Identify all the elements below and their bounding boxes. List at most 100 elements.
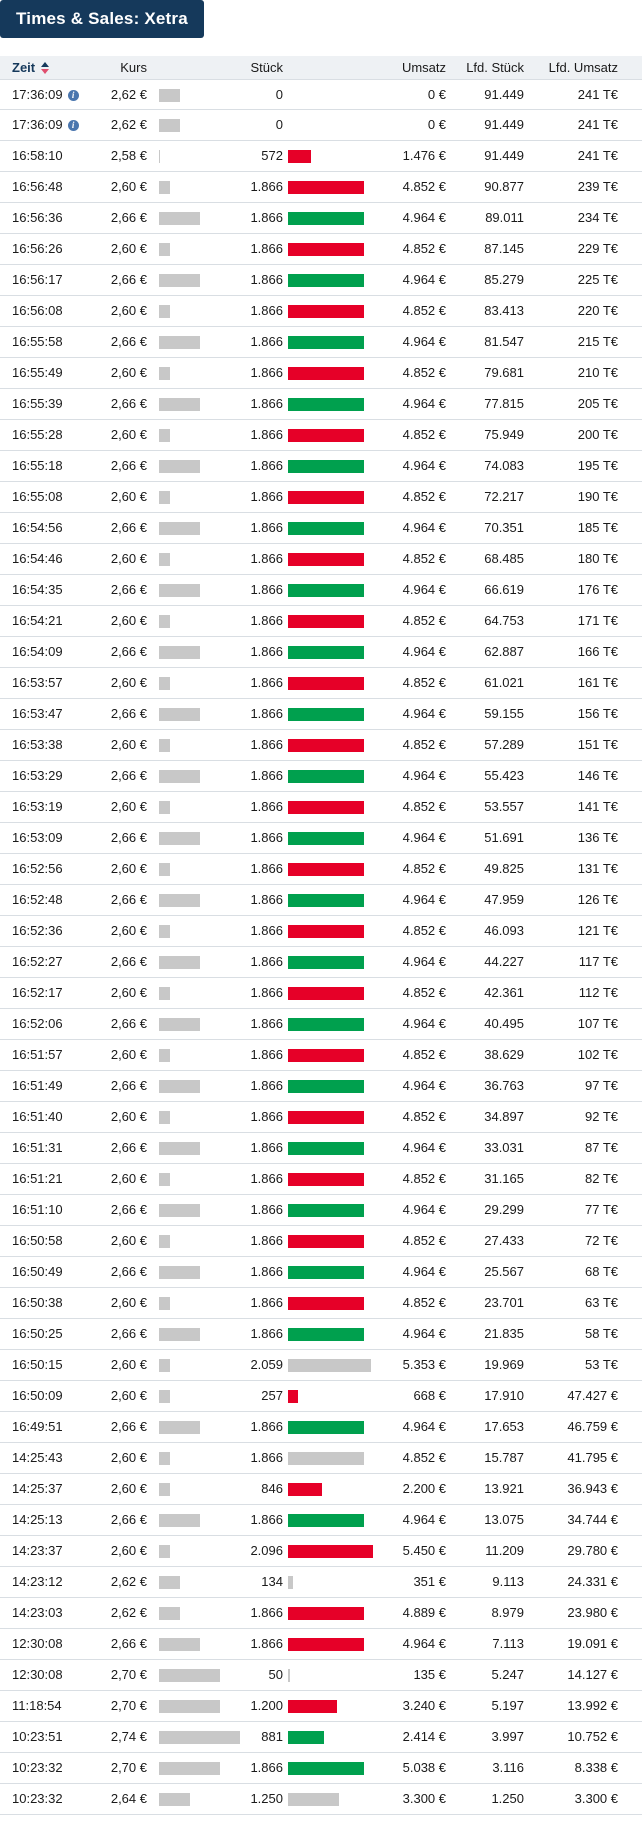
cumulative-value: 29.780 € [567,1543,618,1558]
trade-size: 1.866 [250,737,283,752]
trade-size: 1.866 [250,210,283,225]
kurs-range-bar [159,1638,200,1651]
kurs-range-bar [159,1235,170,1248]
trade-price: 2,60 € [110,489,147,504]
cumulative-value: 41.795 € [567,1450,618,1465]
trade-value: 4.852 € [402,365,446,380]
trade-size: 1.866 [250,675,283,690]
cumulative-size: 85.279 [484,272,524,287]
trade-value: 0 € [427,117,446,132]
cumulative-size: 49.825 [484,861,524,876]
cumulative-size: 7.113 [492,1636,524,1651]
cumulative-size: 42.361 [484,985,524,1000]
trade-size: 1.866 [250,272,283,287]
trade-time: 16:55:28 [12,427,63,442]
cumulative-value: 87 T€ [584,1140,618,1155]
trade-size: 1.866 [250,1264,283,1279]
table-row: 16:52:06 2,66 € 1.866 4.964 € 40.495 107… [0,1009,642,1040]
trade-time: 16:50:25 [12,1326,63,1341]
stueck-volume-bar [288,863,364,876]
kurs-range-bar [159,243,170,256]
trade-time: 16:53:29 [12,768,63,783]
trade-size: 1.200 [250,1698,283,1713]
cumulative-value: 156 T€ [577,706,618,721]
trade-time-cell: 16:51:40 [12,1102,162,1132]
table-row: 12:30:08 2,70 € 50 135 € 5.247 14.127 € [0,1660,642,1691]
kurs-range-bar [159,429,170,442]
page-title: Times & Sales: Xetra [0,0,204,38]
trade-size: 1.866 [250,489,283,504]
table-row: 10:23:32 2,64 € 1.250 3.300 € 1.250 3.30… [0,1784,642,1815]
cumulative-size: 34.897 [484,1109,524,1124]
cumulative-value: 241 T€ [577,87,618,102]
trade-time: 16:56:26 [12,241,63,256]
table-row: 16:52:48 2,66 € 1.866 4.964 € 47.959 126… [0,885,642,916]
trade-price: 2,74 € [110,1729,147,1744]
col-header-zeit[interactable]: Zeit [12,56,50,79]
stueck-volume-bar [288,336,364,349]
trade-price: 2,60 € [110,365,147,380]
info-icon[interactable]: i [67,89,79,101]
trade-time: 16:51:10 [12,1202,63,1217]
stueck-volume-bar [288,522,364,535]
cumulative-size: 83.413 [484,303,524,318]
stueck-volume-bar [288,1638,364,1651]
trade-time-cell: 16:56:08 [12,296,162,326]
table-row: 16:50:09 2,60 € 257 668 € 17.910 47.427 … [0,1381,642,1412]
trade-size: 1.866 [250,1419,283,1434]
stueck-volume-bar [288,429,364,442]
trade-size: 1.866 [250,613,283,628]
trade-value: 2.414 € [402,1729,446,1744]
trade-time-cell: 16:50:09 [12,1381,162,1411]
cumulative-size: 91.449 [484,117,524,132]
trade-value: 4.964 € [402,396,446,411]
table-row: 14:25:43 2,60 € 1.866 4.852 € 15.787 41.… [0,1443,642,1474]
trade-value: 5.038 € [402,1760,446,1775]
table-row: 16:51:31 2,66 € 1.866 4.964 € 33.031 87 … [0,1133,642,1164]
trade-size: 50 [268,1667,283,1682]
stueck-volume-bar [288,1731,324,1744]
trade-time: 16:53:47 [12,706,63,721]
cumulative-size: 40.495 [484,1016,524,1031]
cumulative-size: 57.289 [484,737,524,752]
trade-size: 1.866 [250,830,283,845]
trade-time-cell: 16:54:35 [12,575,162,605]
trade-time-cell: 16:54:56 [12,513,162,543]
stueck-volume-bar [288,243,364,256]
col-header-zeit-label: Zeit [12,60,36,75]
table-row: 17:36:09 i 2,62 € 0 0 € 91.449 241 T€ [0,110,642,141]
cumulative-value: 241 T€ [577,148,618,163]
table-row: 14:23:37 2,60 € 2.096 5.450 € 11.209 29.… [0,1536,642,1567]
table-row: 16:51:57 2,60 € 1.866 4.852 € 38.629 102… [0,1040,642,1071]
trade-price: 2,62 € [110,1574,147,1589]
trade-time-cell: 17:36:09 i [12,110,162,140]
table-row: 16:54:35 2,66 € 1.866 4.964 € 66.619 176… [0,575,642,606]
trade-size: 0 [275,87,283,102]
trade-size: 1.866 [250,1233,283,1248]
kurs-range-bar [159,460,200,473]
stueck-volume-bar [288,398,364,411]
stueck-volume-bar [288,1142,364,1155]
stueck-volume-bar [288,1483,322,1496]
kurs-range-bar [159,89,180,102]
stueck-volume-bar [288,925,364,938]
trade-time: 16:50:58 [12,1233,63,1248]
trade-size: 1.866 [250,1636,283,1651]
trade-value: 668 € [413,1388,446,1403]
trade-time: 16:50:15 [12,1357,63,1372]
kurs-range-bar [159,336,200,349]
info-icon[interactable]: i [67,119,79,131]
table-row: 16:54:21 2,60 € 1.866 4.852 € 64.753 171… [0,606,642,637]
trade-value: 4.964 € [402,644,446,659]
trade-time-cell: 10:23:32 [12,1753,162,1783]
table-row: 16:53:09 2,66 € 1.866 4.964 € 51.691 136… [0,823,642,854]
kurs-range-bar [159,1731,240,1744]
kurs-range-bar [159,1080,200,1093]
trade-price: 2,66 € [110,520,147,535]
trade-time: 16:53:19 [12,799,63,814]
trade-value: 3.240 € [402,1698,446,1713]
sort-desc-icon [41,68,50,74]
sort-icon[interactable] [41,61,50,74]
cumulative-size: 21.835 [484,1326,524,1341]
trade-size: 1.866 [250,1512,283,1527]
